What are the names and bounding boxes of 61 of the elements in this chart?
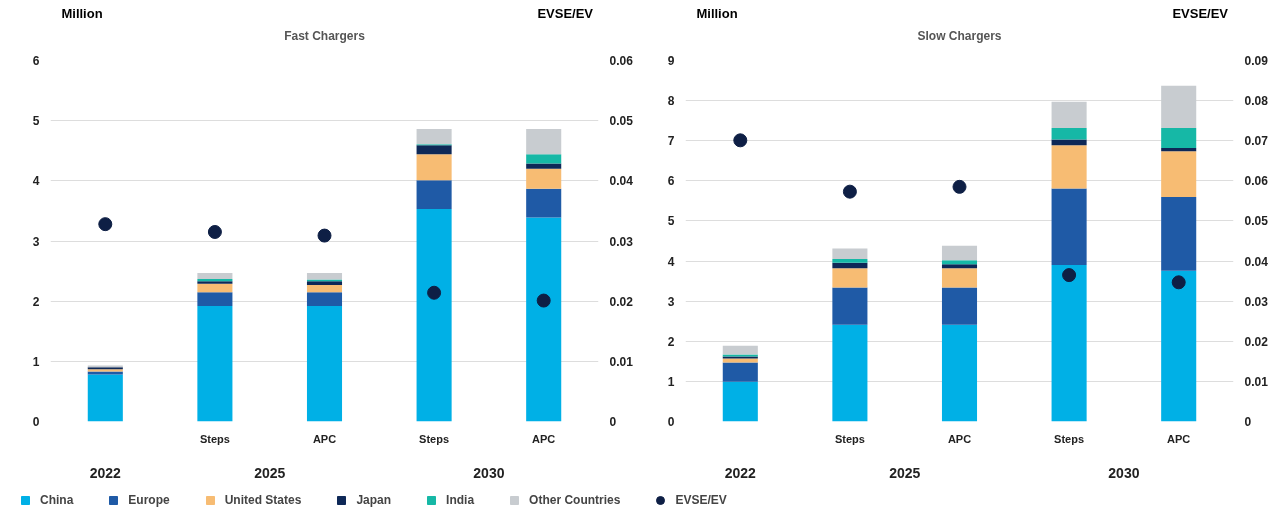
x-tick-label: APC [532, 432, 556, 445]
y-tick-label: 4 [32, 174, 40, 189]
y-axis-title: Million [696, 5, 738, 21]
y-tick-label: 1 [32, 354, 40, 369]
y2-axis-title: EVSE/EV [537, 5, 594, 21]
text: 2025 [889, 464, 921, 481]
y2-tick-label: 0.06 [609, 54, 634, 68]
y2-tick-label: 0.06 [1244, 174, 1269, 189]
x-tick-label: Steps [419, 432, 450, 445]
y2-tick-label: 0.03 [1244, 294, 1269, 309]
y2-tick-label: 0.02 [609, 294, 634, 309]
text: 2030 [1108, 464, 1140, 481]
x-tick-label: APC [1167, 432, 1191, 445]
y2-tick-label: 0.01 [1244, 374, 1269, 389]
y-tick-label: 1 [667, 374, 675, 389]
legend-label: China [40, 493, 74, 507]
y2-tick-label: 0.02 [1244, 334, 1269, 349]
y2-tick-label: 0.03 [609, 234, 634, 249]
y-tick-label: 6 [667, 174, 675, 189]
x-tick-label: APC [947, 432, 972, 445]
y2-tick-label: 0.09 [1244, 54, 1269, 68]
y-tick-label: 4 [667, 254, 675, 269]
y2-tick-label: 0.01 [609, 354, 634, 369]
y-tick-label: 5 [32, 114, 40, 129]
x-tick-label: Steps [199, 432, 230, 445]
legend-label: Japan [356, 493, 392, 507]
y2-axis-title: EVSE/EV [1172, 5, 1229, 21]
text: 2030 [473, 464, 505, 481]
legend-label: EVSE/EV [675, 493, 727, 507]
y2-tick-label: 0.05 [609, 114, 634, 129]
y2-tick-label: 0.05 [1244, 214, 1269, 229]
y2-tick-label: 0 [609, 415, 617, 429]
x-tick-label: Steps [1054, 432, 1085, 445]
legend-label: United States [224, 493, 302, 507]
y2-tick-label: 0.04 [609, 174, 634, 189]
y-tick-label: 3 [667, 294, 675, 309]
y-axis-title: Million [61, 5, 103, 21]
legend-label: India [446, 493, 475, 507]
y-tick-label: 5 [667, 214, 675, 229]
y-tick-label: 8 [667, 94, 675, 109]
y2-tick-label: 0.08 [1244, 94, 1269, 109]
y-tick-label: 2 [32, 294, 40, 309]
x-tick-label: Steps [834, 432, 865, 445]
y-tick-label: 3 [32, 234, 40, 249]
chart-title: Slow Chargers [917, 29, 1002, 43]
y-tick-label: 7 [667, 134, 675, 149]
legend-label: Other Countries [529, 493, 621, 507]
y-tick-label: 0 [32, 415, 40, 429]
y-tick-label: 0 [667, 415, 675, 429]
x-tick-label: APC [312, 432, 337, 445]
y-tick-label: 9 [667, 54, 675, 68]
y-tick-label: 2 [667, 334, 675, 349]
legend-label: Europe [128, 493, 170, 507]
y2-tick-label: 0.07 [1244, 134, 1269, 149]
y2-tick-label: 0.04 [1244, 254, 1269, 269]
text: 2025 [254, 464, 286, 481]
y2-tick-label: 0 [1244, 415, 1252, 429]
text: 2022 [724, 464, 757, 481]
y-tick-label: 6 [32, 54, 40, 68]
text: 2022 [89, 464, 122, 481]
chart-title: Fast Chargers [284, 29, 366, 43]
